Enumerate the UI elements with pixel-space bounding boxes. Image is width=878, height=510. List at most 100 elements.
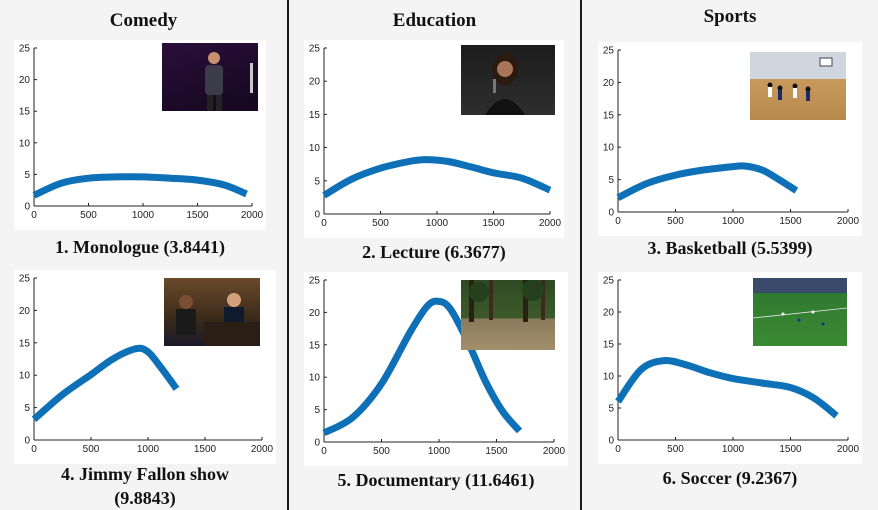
x-tick-label: 1500 — [779, 216, 802, 227]
x-tick-label: 500 — [373, 446, 390, 457]
y-tick-label: 25 — [603, 276, 615, 287]
chart-panel-soccer: 0 500 1000 1500 2000 0 5 10 15 20 25 — [598, 272, 862, 464]
y-tick-label: 20 — [603, 78, 615, 89]
x-tick-label: 1500 — [485, 446, 508, 457]
y-tick-label: 10 — [19, 138, 31, 149]
forest-icon — [469, 280, 545, 322]
y-tick-label: 10 — [19, 371, 31, 382]
x-tick-label: 1000 — [722, 444, 745, 455]
chart-lecture: 0 500 1000 1500 2000 0 5 10 15 20 25 — [309, 44, 562, 230]
talk-show-icon — [176, 293, 260, 346]
x-tick-label: 2000 — [539, 218, 562, 229]
y-tick-label: 10 — [309, 373, 321, 384]
y-tick-label: 15 — [309, 110, 321, 121]
y-tick-label: 5 — [608, 404, 614, 415]
chart-documentary: 0 500 1000 1500 2000 0 5 10 15 20 25 — [309, 276, 566, 458]
caption-lecture: 2. Lecture (6.3677) — [362, 242, 506, 262]
x-tick-label: 1500 — [779, 444, 802, 455]
x-tick-label: 2000 — [837, 216, 860, 227]
basketball-court-icon — [767, 57, 833, 101]
y-tick-label: 15 — [309, 340, 321, 351]
x-tick-label: 1500 — [194, 444, 217, 455]
y-tick-label: 0 — [608, 208, 614, 219]
chart-panel-monologue: 0 500 1000 1500 2000 0 5 10 15 20 25 — [14, 40, 266, 230]
x-tick-label: 500 — [80, 210, 97, 221]
y-tick-label: 5 — [314, 176, 320, 187]
thumbnail-jimmy-fallon — [164, 278, 260, 346]
y-tick-label: 20 — [603, 308, 615, 319]
y-tick-label: 5 — [24, 170, 30, 181]
y-tick-label: 25 — [309, 276, 321, 287]
chart-panel-basketball: 0 500 1000 1500 2000 0 5 10 15 20 25 — [598, 42, 862, 236]
thumbnail-basketball — [750, 52, 846, 120]
y-tick-label: 5 — [314, 405, 320, 416]
series-line — [31, 344, 180, 422]
y-tick-label: 0 — [314, 438, 320, 449]
comedian-silhouette-icon — [205, 52, 253, 111]
series-line — [32, 173, 248, 199]
column-title: Comedy — [109, 10, 178, 31]
chart-jimmy-fallon: 0 500 1000 1500 2000 0 5 10 15 20 25 — [19, 274, 274, 456]
x-tick-label: 2000 — [543, 446, 566, 457]
thumbnail-monologue — [162, 43, 258, 111]
x-tick-label: 2000 — [251, 444, 274, 455]
series-line — [322, 156, 552, 199]
y-tick-label: 10 — [603, 143, 615, 154]
caption-soccer: 6. Soccer (9.2367) — [662, 468, 798, 488]
caption-jimmy-fallon-score: (9.8843) — [114, 488, 176, 508]
y-tick-label: 25 — [19, 44, 31, 55]
chart-panel-lecture: 0 500 1000 1500 2000 0 5 10 15 20 25 — [304, 40, 564, 238]
chart-panel-jimmy-fallon: 0 500 1000 1500 2000 0 5 10 15 20 25 — [14, 270, 276, 464]
x-tick-label: 500 — [667, 444, 684, 455]
y-tick-label: 20 — [19, 306, 31, 317]
x-tick-label: 1500 — [482, 218, 505, 229]
y-tick-label: 5 — [24, 403, 30, 414]
x-tick-label: 2000 — [241, 210, 264, 221]
caption-basketball: 3. Basketball (5.5399) — [647, 238, 813, 258]
y-tick-label: 15 — [603, 340, 615, 351]
column-divider — [287, 0, 289, 510]
x-tick-label: 1000 — [722, 216, 745, 227]
y-tick-label: 10 — [309, 143, 321, 154]
x-tick-label: 1000 — [428, 446, 451, 457]
x-tick-label: 0 — [31, 444, 37, 455]
y-tick-label: 0 — [608, 436, 614, 447]
y-tick-label: 10 — [603, 372, 615, 383]
chart-monologue: 0 500 1000 1500 2000 0 5 10 15 20 25 — [19, 44, 264, 222]
caption-documentary: 5. Documentary (11.6461) — [337, 470, 535, 490]
thumbnail-lecture — [461, 45, 555, 115]
x-tick-label: 0 — [615, 216, 621, 227]
y-tick-label: 15 — [19, 107, 31, 118]
y-tick-label: 20 — [19, 75, 31, 86]
x-tick-label: 500 — [667, 216, 684, 227]
y-tick-label: 25 — [603, 46, 615, 57]
x-tick-label: 0 — [321, 446, 327, 457]
column-divider — [580, 0, 582, 510]
y-tick-label: 20 — [309, 308, 321, 319]
column-title: Education — [392, 10, 477, 31]
column-title: Sports — [703, 6, 757, 27]
chart-basketball: 0 500 1000 1500 2000 0 5 10 15 20 25 — [603, 46, 860, 228]
y-tick-label: 0 — [24, 436, 30, 447]
caption-monologue: 1. Monologue (3.8441) — [55, 237, 225, 257]
x-tick-label: 1000 — [132, 210, 155, 221]
series-line — [615, 357, 839, 419]
chart-panel-documentary: 0 500 1000 1500 2000 0 5 10 15 20 25 — [304, 272, 568, 466]
y-tick-label: 15 — [603, 110, 615, 121]
thumbnail-documentary — [461, 280, 555, 350]
x-tick-label: 0 — [321, 218, 327, 229]
x-tick-label: 2000 — [837, 444, 860, 455]
x-tick-label: 1500 — [186, 210, 209, 221]
thumbnail-soccer — [753, 278, 847, 346]
caption-jimmy-fallon: 4. Jimmy Fallon show — [60, 464, 229, 484]
x-tick-label: 0 — [31, 210, 37, 221]
x-tick-label: 1000 — [426, 218, 449, 229]
chart-soccer: 0 500 1000 1500 2000 0 5 10 15 20 25 — [603, 276, 860, 456]
x-tick-label: 500 — [83, 444, 100, 455]
y-tick-label: 25 — [309, 44, 321, 55]
x-tick-label: 0 — [615, 444, 621, 455]
y-tick-label: 25 — [19, 274, 31, 285]
y-tick-label: 0 — [314, 210, 320, 221]
series-line — [616, 162, 799, 201]
x-tick-label: 1000 — [137, 444, 160, 455]
